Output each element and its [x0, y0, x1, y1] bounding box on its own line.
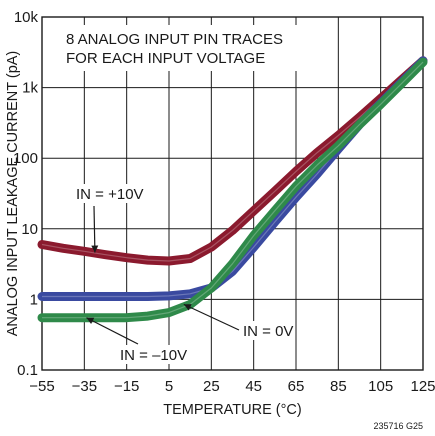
- x-tick-label: 5: [165, 378, 173, 395]
- x-tick-label: −35: [72, 378, 97, 395]
- x-tick-label: 65: [288, 378, 305, 395]
- annotations: IN = +10V IN = 0V IN = –10V: [74, 184, 296, 364]
- series-trace-highlight: [42, 61, 424, 319]
- x-axis-title: TEMPERATURE (°C): [163, 402, 301, 418]
- note-background: [62, 25, 318, 71]
- y-axis-title: ANALOG INPUT LEAKAGE CURRENT (pA): [5, 51, 21, 337]
- note-box: 8 ANALOG INPUT PIN TRACES FOR EACH INPUT …: [62, 25, 318, 71]
- x-tick-label: 125: [410, 378, 435, 395]
- annotation-arrowhead: [91, 245, 99, 253]
- note-line: 8 ANALOG INPUT PIN TRACES: [66, 31, 283, 48]
- y-tick-label: 10k: [14, 9, 39, 26]
- annotation-background: [74, 184, 146, 203]
- figure-code: 235716 G25: [373, 421, 423, 431]
- annotation-label: IN = –10V: [120, 347, 187, 364]
- series-layer: [37, 56, 428, 323]
- x-tick-label: 105: [368, 378, 393, 395]
- y-tick-label: 1k: [22, 80, 38, 97]
- y-tick-label: 10: [21, 221, 38, 238]
- x-tick-label: 45: [245, 378, 262, 395]
- series-line: [37, 57, 428, 323]
- annotation-leader: [183, 303, 240, 331]
- annotation-arrowhead: [183, 304, 192, 311]
- annotation-background: [241, 321, 296, 340]
- annotation-background: [118, 345, 190, 364]
- series-trace-highlight: [41, 60, 424, 262]
- y-tick-label: 1: [30, 291, 38, 308]
- y-tick-label: 0.1: [17, 362, 38, 379]
- x-tick-label: −55: [29, 378, 54, 395]
- annotation-label: IN = +10V: [76, 186, 144, 203]
- tick-labels: −55 −35 −15 5 25 45 65 85 105 125 0.1 1 10 100 1k 10k: [13, 9, 435, 395]
- annotation-leader: [93, 205, 96, 253]
- x-tick-label: 85: [330, 378, 347, 395]
- annotation-leader: [86, 317, 139, 345]
- x-tick-label: 25: [203, 378, 220, 395]
- y-tick-label: 100: [13, 150, 38, 167]
- annotation-label: IN = 0V: [243, 323, 293, 340]
- x-tick-label: −15: [114, 378, 139, 395]
- annotation-arrowhead: [86, 317, 95, 325]
- series-line: [37, 56, 428, 266]
- note-line: FOR EACH INPUT VOLTAGE: [66, 50, 265, 67]
- plot-frame: [41, 16, 424, 371]
